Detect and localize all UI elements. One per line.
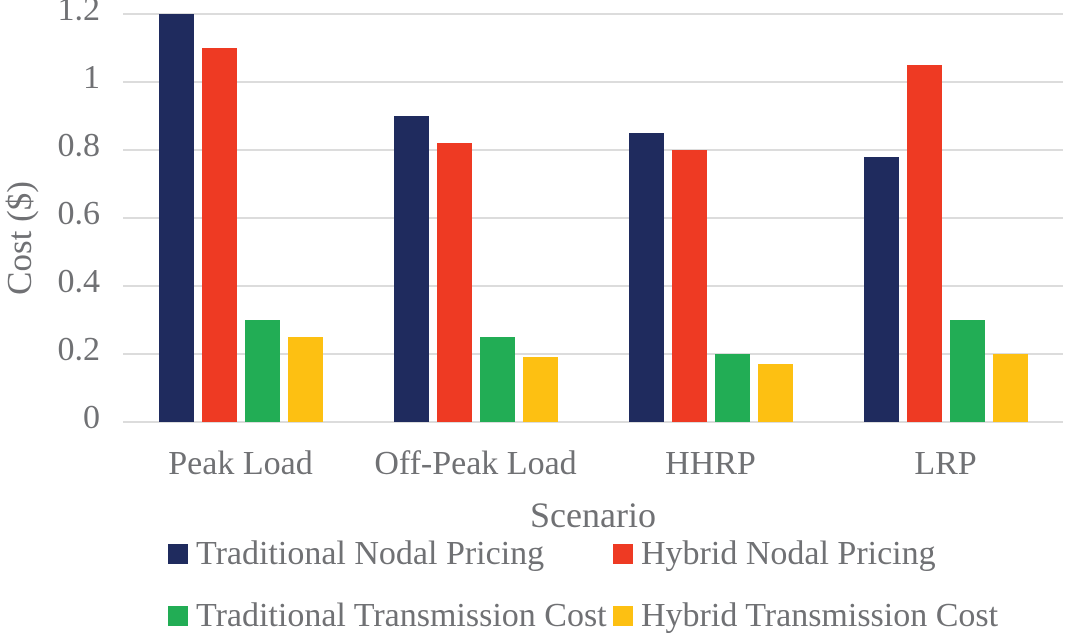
bar-hybrid-nodal-pricing-off-peak-load <box>436 143 472 422</box>
bar-traditional-nodal-pricing-peak-load <box>158 14 194 422</box>
legend-label-hybrid-nodal-pricing: Hybrid Nodal Pricing <box>641 535 936 572</box>
gridline-y-0-2 <box>123 353 1063 355</box>
x-category-label-lrp: LRP <box>914 445 977 482</box>
x-category-label-peak-load: Peak Load <box>168 445 313 482</box>
legend-swatch-icon-hybrid-nodal-pricing <box>613 544 633 564</box>
bar-traditional-nodal-pricing-hhrp <box>628 133 664 422</box>
legend-swatch-icon-traditional-nodal-pricing <box>168 544 188 564</box>
y-tick-label-0: 0 <box>83 399 100 436</box>
legend-item-traditional-transmission-cost: Traditional Transmission Cost <box>168 598 613 634</box>
legend-row-2: Traditional Transmission Cost Hybrid Tran… <box>168 598 998 634</box>
gridline-y-0 <box>123 421 1063 423</box>
bar-traditional-transmission-cost-off-peak-load <box>479 337 515 422</box>
bar-hybrid-nodal-pricing-lrp <box>906 65 942 422</box>
legend-label-traditional-nodal-pricing: Traditional Nodal Pricing <box>196 535 545 572</box>
legend-item-hybrid-transmission-cost: Hybrid Transmission Cost <box>613 598 998 634</box>
y-tick-label-1: 1 <box>83 59 100 96</box>
legend-item-traditional-nodal-pricing: Traditional Nodal Pricing <box>168 536 613 572</box>
x-category-label-off-peak-load: Off-Peak Load <box>374 445 577 482</box>
bar-traditional-nodal-pricing-lrp <box>863 156 899 422</box>
legend-item-hybrid-nodal-pricing: Hybrid Nodal Pricing <box>613 536 936 572</box>
y-tick-label-0-8: 0.8 <box>57 127 101 164</box>
gridline-y-0-8 <box>123 149 1063 151</box>
legend-swatch-icon-hybrid-transmission-cost <box>613 606 633 626</box>
legend-row-1: Traditional Nodal Pricing Hybrid Nodal Pr… <box>168 536 998 572</box>
bar-hybrid-transmission-cost-off-peak-load <box>522 357 558 422</box>
y-tick-label-1-2: 1.2 <box>57 0 101 28</box>
legend-label-traditional-transmission-cost: Traditional Transmission Cost <box>196 597 607 634</box>
gridline-y-0-4 <box>123 285 1063 287</box>
gridline-y-0-6 <box>123 217 1063 219</box>
bar-traditional-transmission-cost-lrp <box>949 320 985 422</box>
x-axis-title: Scenario <box>530 495 656 535</box>
bar-hybrid-transmission-cost-peak-load <box>287 337 323 422</box>
legend-label-hybrid-transmission-cost: Hybrid Transmission Cost <box>641 597 999 634</box>
bar-traditional-transmission-cost-hhrp <box>714 354 750 422</box>
y-tick-label-0-2: 0.2 <box>57 331 101 368</box>
bar-hybrid-nodal-pricing-hhrp <box>671 150 707 422</box>
gridline-y-1 <box>123 81 1063 83</box>
bar-traditional-transmission-cost-peak-load <box>244 320 280 422</box>
bar-hybrid-transmission-cost-lrp <box>992 354 1028 422</box>
legend-swatch-icon-traditional-transmission-cost <box>168 606 188 626</box>
bar-hybrid-nodal-pricing-peak-load <box>201 48 237 422</box>
bar-hybrid-transmission-cost-hhrp <box>757 364 793 422</box>
y-tick-label-0-6: 0.6 <box>57 195 101 232</box>
y-tick-label-0-4: 0.4 <box>57 263 101 300</box>
gridline-y-1-2 <box>123 13 1063 15</box>
legend: Traditional Nodal Pricing Hybrid Nodal Pr… <box>168 536 998 634</box>
x-category-label-hhrp: HHRP <box>665 445 756 482</box>
bar-traditional-nodal-pricing-off-peak-load <box>393 116 429 422</box>
